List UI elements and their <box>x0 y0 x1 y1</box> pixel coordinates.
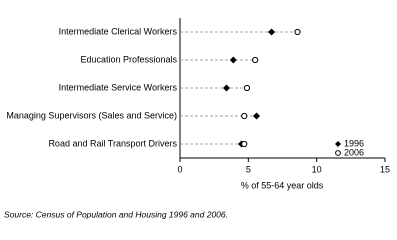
x-tick-label: 0 <box>177 164 182 174</box>
dot-marker <box>241 140 248 148</box>
x-axis-label: % of 55-64 year olds <box>241 180 324 190</box>
y-tick-label: Road and Rail Transport Drivers <box>48 138 177 148</box>
x-tick-label: 15 <box>380 164 390 174</box>
dot-marker <box>268 28 276 36</box>
y-tick-label: Intermediate Service Workers <box>59 82 178 92</box>
y-tick-label: Intermediate Clerical Workers <box>59 26 178 36</box>
dot-marker <box>241 112 248 120</box>
legend-marker <box>335 141 341 147</box>
y-tick-label: Managing Supervisors (Sales and Service) <box>6 110 177 120</box>
x-tick-label: 5 <box>246 164 251 174</box>
dot-marker <box>243 84 251 92</box>
dot-marker <box>222 84 230 92</box>
chart: % of 55-64 year olds Source: Census of P… <box>4 18 390 219</box>
dot-marker <box>229 56 237 64</box>
dot-marker <box>253 112 261 120</box>
legend-label: 1996 <box>344 138 364 148</box>
legend-marker <box>335 150 341 156</box>
dot-marker <box>294 28 301 36</box>
y-tick-label: Education Professionals <box>80 54 177 64</box>
legend-label: 2006 <box>344 147 364 157</box>
source-note: Source: Census of Population and Housing… <box>4 209 228 219</box>
dot-marker <box>252 56 259 64</box>
x-tick-label: 10 <box>312 164 322 174</box>
